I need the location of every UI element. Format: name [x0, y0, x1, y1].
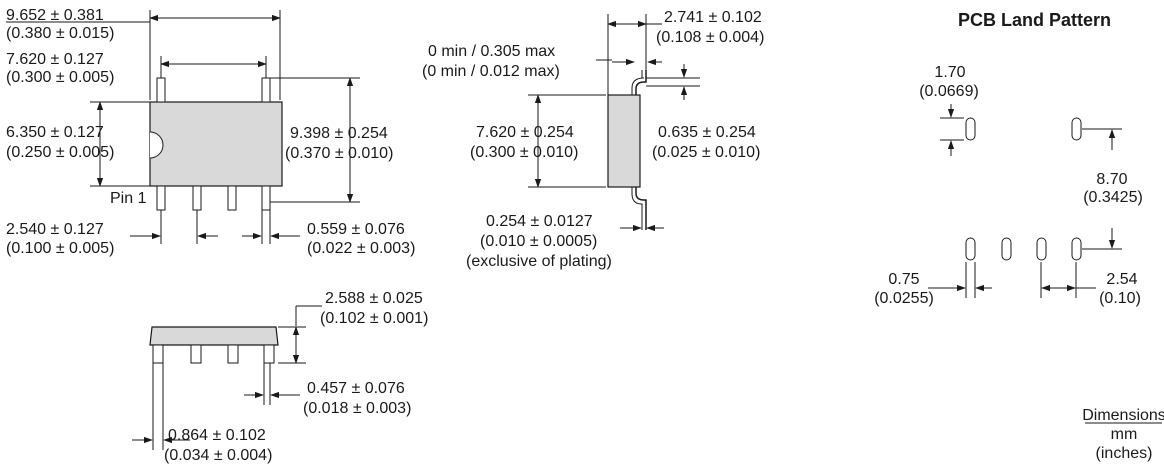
dim-lead-width-in: (0.018 ± 0.003) [303, 400, 411, 417]
dim-lead-thickness: 0.254 ± 0.0127 [486, 213, 593, 230]
legend-unit-mm: mm [1111, 426, 1138, 443]
top-pin-upper-left [156, 77, 166, 103]
dim-land-row-spacing: 8.70 [1096, 171, 1127, 188]
dim-overall-length-in: (0.370 ± 0.010) [285, 145, 393, 162]
side-lead-upper [635, 70, 647, 95]
dim-lead-thickness-note: (exclusive of plating) [466, 253, 612, 270]
pin1-notch [149, 131, 164, 159]
top-view-body [149, 101, 283, 187]
dim-row-spacing: 7.620 ± 0.127 [6, 51, 104, 68]
dim-land-row-spacing-in: (0.3425) [1083, 189, 1143, 206]
dim-body-thickness: 2.588 ± 0.025 [325, 290, 423, 307]
top-pin-lower-3 [227, 185, 237, 211]
land-pad-bottom-3 [1036, 237, 1047, 261]
end-view: 2.588 ± 0.025 (0.102 ± 0.001) 0.457 ± 0.… [132, 290, 428, 464]
top-pin-lower-2 [192, 185, 202, 211]
dim-lead-width: 0.457 ± 0.076 [307, 380, 405, 397]
land-pad-bottom-4 [1071, 237, 1082, 261]
dim-overall-width-in: (0.380 ± 0.015) [6, 25, 114, 42]
pcb-land-pattern: PCB Land Pattern 1.70 (0.0669) 8.70 (0.3… [874, 10, 1143, 307]
side-view-body [607, 94, 641, 188]
dim-foot-length: 0.635 ± 0.254 [658, 124, 756, 141]
dim-lead-height: 2.741 ± 0.102 [664, 9, 762, 26]
top-view: 9.652 ± 0.381 (0.380 ± 0.015) 7.620 ± 0.… [6, 7, 415, 257]
side-view: 2.741 ± 0.102 (0.108 ± 0.004) 0 min / 0.… [422, 9, 764, 270]
legend-heading: Dimensions [1082, 407, 1164, 424]
dim-pin-pitch: 2.540 ± 0.127 [6, 221, 104, 238]
dim-pin-pitch-in: (0.100 ± 0.005) [6, 240, 114, 257]
dim-lead-height-in: (0.108 ± 0.004) [656, 29, 764, 46]
end-pin-3 [227, 344, 239, 364]
dim-pin-width-in: (0.022 ± 0.003) [307, 240, 415, 257]
dim-overall-width: 9.652 ± 0.381 [6, 7, 104, 24]
dim-pin-width: 0.559 ± 0.076 [307, 221, 405, 238]
side-lead-lower [635, 187, 647, 230]
dim-lead-thickness-in: (0.010 ± 0.0005) [480, 233, 597, 250]
dim-standoff: 0 min / 0.305 max [428, 43, 555, 60]
land-pad-top-right [1071, 117, 1082, 141]
dimensions-legend: Dimensions mm (inches) [1082, 407, 1164, 462]
end-pin-4 [263, 344, 275, 364]
dim-row-spacing-in: (0.300 ± 0.005) [6, 69, 114, 86]
top-pin-upper-right [261, 77, 271, 103]
legend-unit-inches: (inches) [1096, 445, 1153, 462]
dim-overall-length: 9.398 ± 0.254 [290, 125, 388, 142]
dim-body-thickness-in: (0.102 ± 0.001) [320, 310, 428, 327]
dim-body-width-in: (0.300 ± 0.010) [470, 144, 578, 161]
dim-standoff-in: (0 min / 0.012 max) [422, 63, 560, 80]
dim-body-width: 7.620 ± 0.254 [476, 124, 574, 141]
dim-land-pad-width-in: (0.0255) [874, 290, 934, 307]
land-pattern-title: PCB Land Pattern [958, 10, 1111, 30]
dim-body-height: 6.350 ± 0.127 [6, 124, 104, 141]
land-pad-bottom-1 [965, 237, 976, 261]
land-pad-bottom-2 [1001, 237, 1012, 261]
land-pad-top-left [965, 117, 976, 141]
dim-body-height-in: (0.250 ± 0.005) [6, 144, 114, 161]
dim-land-pad-width: 0.75 [888, 271, 919, 288]
end-pin-2 [190, 344, 202, 364]
top-pin-lower-1 [156, 185, 166, 211]
dim-foot-length-in: (0.025 ± 0.010) [652, 144, 760, 161]
dim-land-pitch: 2.54 [1106, 271, 1137, 288]
end-pin-1 [152, 344, 164, 364]
dim-land-pitch-in: (0.10) [1099, 290, 1141, 307]
dim-shoulder-width-in: (0.034 ± 0.004) [164, 447, 272, 464]
top-pin-lower-4 [261, 185, 271, 211]
pin1-label: Pin 1 [110, 190, 147, 207]
dim-pad-length: 1.70 [934, 64, 965, 81]
dim-pad-length-in: (0.0669) [919, 83, 979, 100]
end-view-body [149, 326, 279, 346]
dim-shoulder-width: 0.864 ± 0.102 [168, 427, 266, 444]
